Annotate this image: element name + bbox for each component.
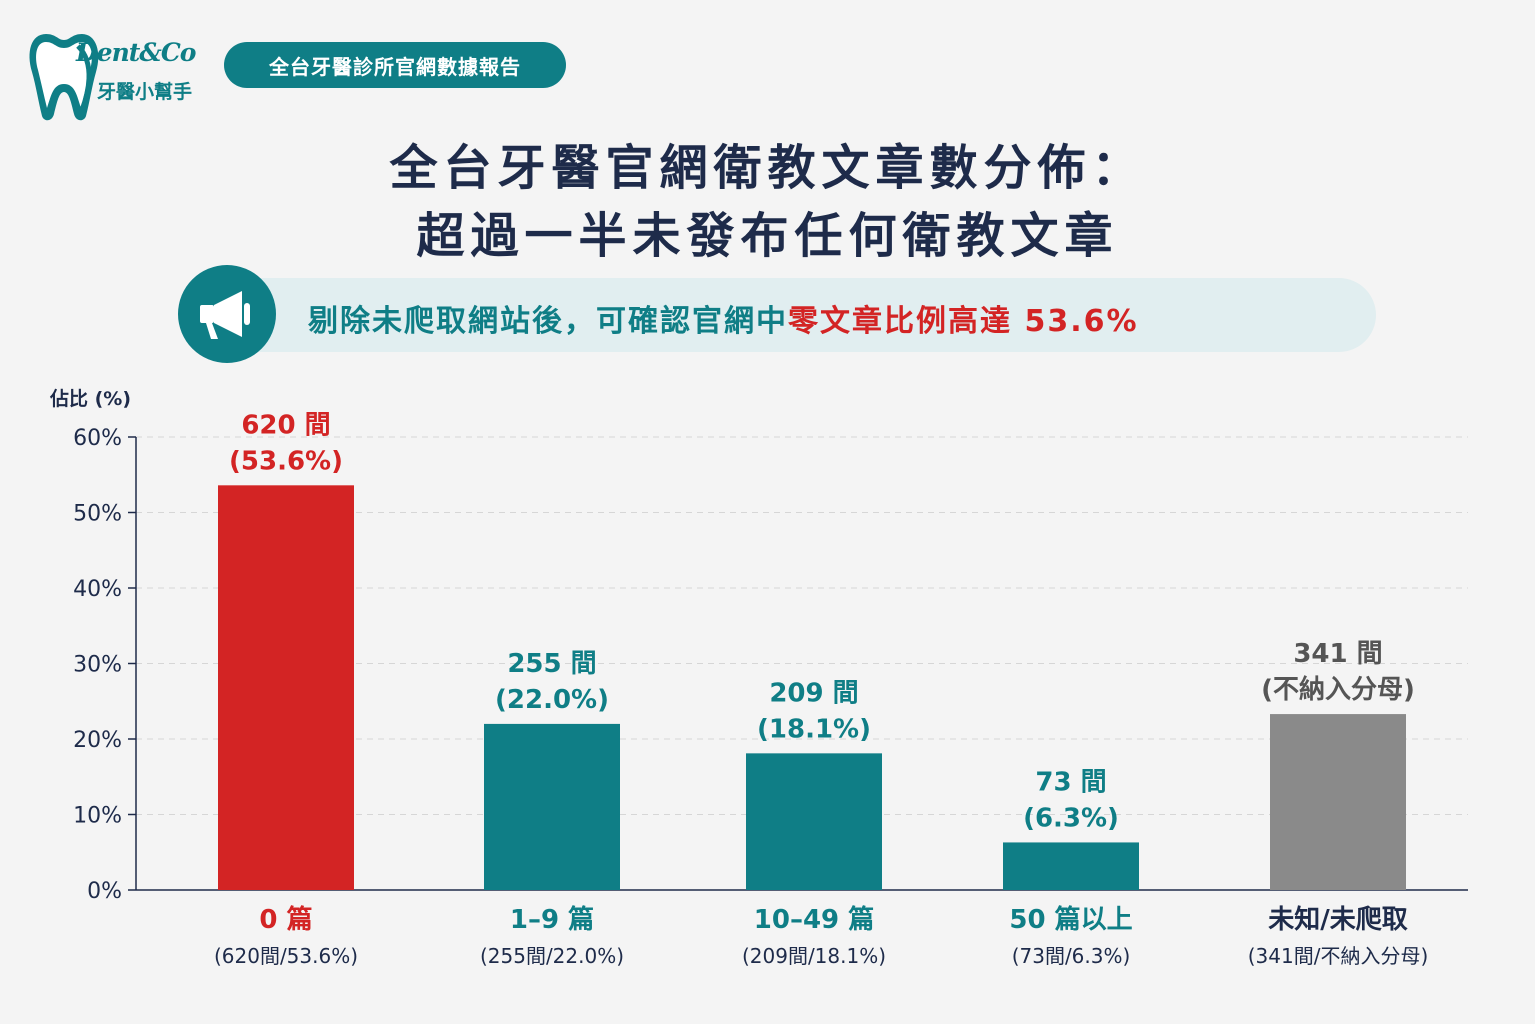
bar-value-label: (53.6%): [229, 446, 343, 476]
x-category-sublabel: (341間/不納入分母): [1248, 944, 1429, 968]
report-badge: 全台牙醫診所官網數據報告: [224, 42, 566, 88]
bar: [1270, 714, 1406, 890]
bar-value-label: (22.0%): [495, 685, 609, 715]
y-tick-label: 10%: [73, 804, 122, 829]
x-category-sublabel: (209間/18.1%): [742, 944, 886, 968]
bar-count-label: 341 間: [1293, 639, 1382, 669]
x-category-label: 50 篇以上: [1009, 904, 1132, 935]
bar: [218, 485, 354, 890]
page-title-line2: 超過一半未發布任何衛教文章: [416, 208, 1119, 264]
bar-count-label: 620 間: [241, 410, 330, 440]
bar: [746, 753, 882, 890]
bar-value-label: (6.3%): [1023, 803, 1119, 833]
logo-subtitle: 牙醫小幫手: [97, 81, 193, 103]
bar: [484, 723, 620, 890]
x-category-label: 0 篇: [259, 904, 312, 935]
highlight-banner: [200, 278, 1376, 352]
bar-value-label: (18.1%): [757, 714, 871, 744]
logo-wordmark: Dent&Co: [76, 38, 196, 67]
y-tick-label: 40%: [73, 577, 122, 602]
y-tick-label: 0%: [87, 879, 122, 904]
banner-text: 剔除未爬取網站後，可確認官網中零文章比例高達 53.6%: [308, 296, 1139, 340]
x-category-label: 10–49 篇: [754, 904, 874, 935]
banner-text-highlight: 零文章比例高達 53.6%: [788, 304, 1139, 339]
bar-value-label: (不納入分母): [1261, 674, 1415, 705]
megaphone-badge: [178, 265, 276, 363]
bar-count-label: 255 間: [507, 649, 596, 679]
x-category-sublabel: (73間/6.3%): [1012, 944, 1131, 968]
y-axis-label: 佔比 (%): [50, 388, 132, 410]
bar: [1003, 842, 1139, 890]
x-category-sublabel: (620間/53.6%): [214, 944, 358, 968]
megaphone-icon: [200, 291, 250, 339]
banner-text-prefix: 剔除未爬取網站後，可確認官網中: [308, 304, 788, 339]
x-category-sublabel: (255間/22.0%): [480, 944, 624, 968]
bar-count-label: 73 間: [1035, 767, 1106, 797]
bar-count-label: 209 間: [769, 678, 858, 708]
tooth-logo-icon: [29, 34, 99, 121]
y-tick-label: 30%: [73, 653, 122, 678]
y-tick-label: 50%: [73, 502, 122, 527]
y-tick-label: 20%: [73, 728, 122, 753]
y-tick-label: 60%: [73, 426, 122, 451]
x-category-label: 未知/未爬取: [1268, 905, 1408, 935]
page-title-line1: 全台牙醫官網衛教文章數分佈：: [389, 140, 1146, 196]
x-category-label: 1–9 篇: [510, 904, 594, 935]
